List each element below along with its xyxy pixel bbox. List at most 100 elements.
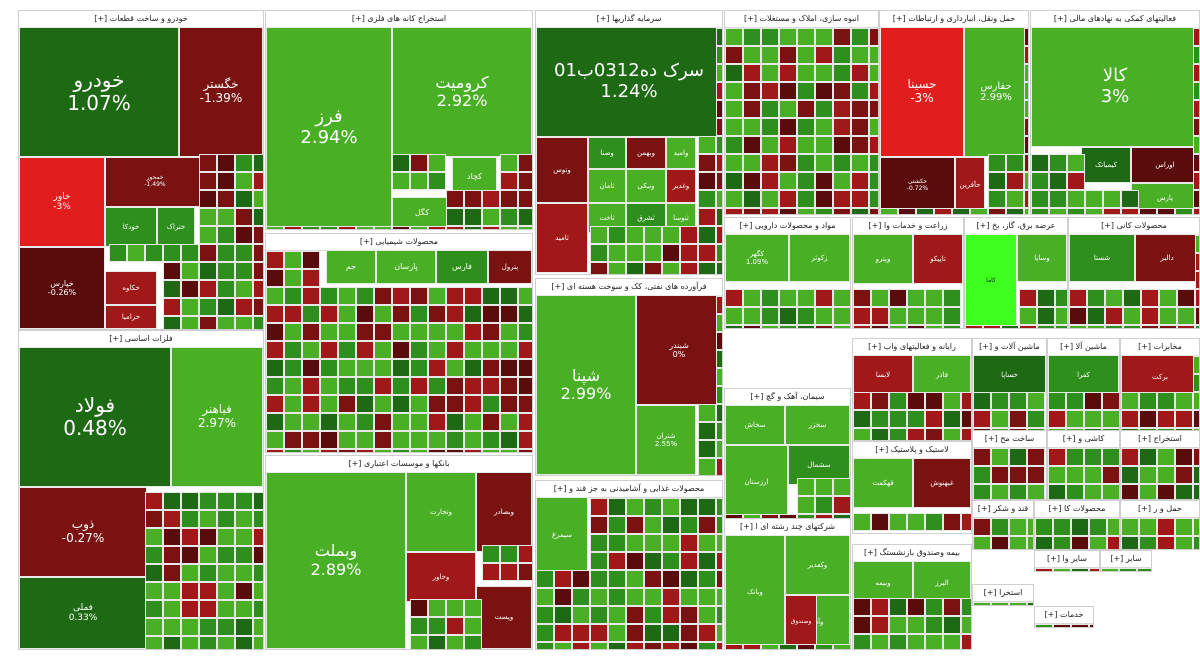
symbol-tile[interactable] (869, 190, 878, 208)
symbol-tile[interactable] (815, 208, 833, 214)
symbol-tile[interactable] (518, 545, 532, 563)
symbol-tile[interactable] (410, 341, 428, 359)
symbol-tile[interactable] (145, 636, 163, 649)
symbol-tile[interactable] (779, 307, 797, 325)
symbol-tile[interactable] (797, 307, 815, 325)
symbol-tile[interactable] (235, 618, 253, 636)
symbol-tile[interactable] (1048, 410, 1066, 428)
symbol-tile[interactable] (1053, 624, 1071, 627)
symbol-tile[interactable] (302, 395, 320, 413)
symbol-tile[interactable] (853, 410, 871, 428)
symbol-tile[interactable] (815, 325, 833, 328)
symbol-tile[interactable] (1019, 289, 1037, 307)
symbol-tile[interactable] (410, 323, 428, 341)
symbol-tile[interactable] (698, 498, 716, 516)
symbol-tile[interactable] (482, 305, 500, 323)
symbol-tile[interactable] (973, 518, 991, 536)
symbol-tile[interactable] (871, 410, 889, 428)
symbol-tile[interactable] (536, 642, 554, 649)
sector-s32[interactable]: استخرا [+] (972, 584, 1034, 606)
symbol-tile[interactable] (410, 377, 428, 395)
symbol-tile[interactable] (410, 172, 428, 190)
symbol-tile[interactable] (779, 208, 797, 214)
symbol-tile[interactable] (779, 325, 797, 328)
symbol-tile[interactable] (1195, 325, 1199, 328)
symbol-tile[interactable] (428, 449, 446, 452)
symbol-tile[interactable] (943, 513, 961, 531)
sector-title[interactable]: مخابرات [+] (1121, 339, 1199, 356)
symbol-tile[interactable] (925, 392, 943, 410)
sector-title[interactable]: لاستیک و پلاستیک [+] (853, 442, 971, 459)
symbol-tile[interactable] (1193, 448, 1199, 466)
symbol-tile[interactable] (500, 395, 518, 413)
sector-title[interactable]: سرمایه گذاریها [+] (536, 11, 722, 28)
symbol-tile[interactable] (235, 600, 253, 618)
symbol-tile[interactable] (1105, 325, 1123, 328)
symbol-cell[interactable]: کگهر 1.09% (725, 234, 789, 282)
symbol-tile[interactable] (235, 510, 253, 528)
symbol-tile[interactable] (320, 413, 338, 431)
symbol-tile[interactable] (725, 644, 743, 649)
symbol-tile[interactable] (680, 606, 698, 624)
symbol-tile[interactable] (815, 46, 833, 64)
symbol-tile[interactable] (338, 395, 356, 413)
symbol-tile[interactable] (1055, 307, 1067, 325)
symbol-tile[interactable] (500, 431, 518, 449)
symbol-tile[interactable] (428, 323, 446, 341)
symbol-tile[interactable] (145, 244, 163, 262)
symbol-tile[interactable] (716, 262, 722, 274)
symbol-tile[interactable] (392, 395, 410, 413)
symbol-tile[interactable] (1024, 136, 1028, 154)
symbol-tile[interactable] (716, 314, 722, 332)
sector-title[interactable]: محصولات شیمیایی [+] (266, 234, 532, 251)
symbol-tile[interactable] (815, 154, 833, 172)
symbol-tile[interactable] (725, 514, 743, 519)
symbol-tile[interactable] (284, 377, 302, 395)
symbol-tile[interactable] (410, 431, 428, 449)
symbol-cell[interactable]: خساپا (973, 355, 1046, 395)
symbol-tile[interactable] (284, 269, 302, 287)
symbol-tile[interactable] (907, 428, 925, 440)
symbol-tile[interactable] (698, 172, 716, 190)
symbol-cell[interactable]: سخاش (725, 405, 785, 445)
symbol-tile[interactable] (253, 546, 263, 564)
symbol-tile[interactable] (181, 244, 199, 262)
symbol-tile[interactable] (644, 226, 662, 244)
symbol-tile[interactable] (743, 325, 761, 328)
symbol-cell[interactable]: ونیکی (626, 169, 666, 203)
symbol-tile[interactable] (199, 316, 217, 329)
symbol-tile[interactable] (374, 359, 392, 377)
symbol-tile[interactable] (725, 289, 743, 307)
symbol-tile[interactable] (626, 244, 644, 262)
symbol-tile[interactable] (235, 208, 253, 226)
symbol-tile[interactable] (1139, 536, 1157, 549)
symbol-tile[interactable] (1035, 568, 1053, 571)
sector-title[interactable]: بیمه وصندوق بازنشستگ [+] (853, 545, 971, 562)
symbol-tile[interactable] (662, 642, 680, 649)
symbol-tile[interactable] (374, 226, 392, 229)
sector-title[interactable]: کاشی و [+] (1048, 431, 1119, 448)
symbol-tile[interactable] (446, 449, 464, 452)
symbol-tile[interactable] (608, 552, 626, 570)
symbol-tile[interactable] (761, 64, 779, 82)
symbol-cell[interactable]: کیمیاتک (1081, 147, 1131, 183)
symbol-tile[interactable] (1193, 190, 1199, 208)
symbol-tile[interactable] (464, 395, 482, 413)
symbol-tile[interactable] (797, 514, 815, 519)
symbol-tile[interactable] (973, 536, 991, 549)
symbol-tile[interactable] (1027, 536, 1033, 549)
symbol-tile[interactable] (1193, 208, 1199, 214)
symbol-tile[interactable] (356, 377, 374, 395)
symbol-tile[interactable] (199, 600, 217, 618)
symbol-tile[interactable] (500, 172, 518, 190)
symbol-tile[interactable] (662, 498, 680, 516)
symbol-tile[interactable] (1085, 208, 1103, 214)
symbol-tile[interactable] (1066, 410, 1084, 428)
symbol-tile[interactable] (851, 154, 869, 172)
symbol-tile[interactable] (1102, 410, 1119, 428)
symbol-cell[interactable]: کفرا (1048, 355, 1119, 395)
symbol-tile[interactable] (235, 636, 253, 649)
symbol-tile[interactable] (253, 244, 263, 262)
symbol-tile[interactable] (181, 298, 199, 316)
symbol-tile[interactable] (680, 516, 698, 534)
